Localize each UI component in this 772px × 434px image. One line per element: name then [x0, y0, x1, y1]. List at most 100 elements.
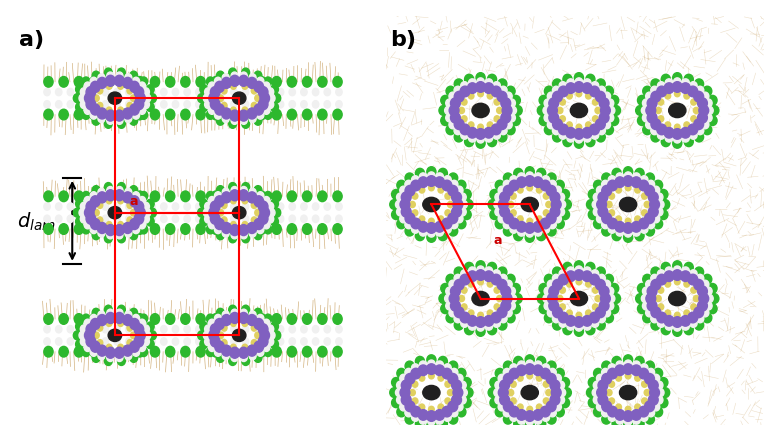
Circle shape: [643, 87, 652, 97]
Circle shape: [642, 295, 649, 303]
Circle shape: [215, 192, 222, 201]
Circle shape: [555, 407, 564, 417]
Circle shape: [608, 413, 616, 421]
Circle shape: [97, 315, 107, 326]
Circle shape: [553, 275, 560, 283]
Ellipse shape: [619, 385, 637, 400]
Circle shape: [84, 83, 91, 91]
Circle shape: [647, 113, 657, 124]
Circle shape: [79, 338, 85, 345]
Circle shape: [106, 225, 115, 236]
Circle shape: [216, 231, 224, 240]
Circle shape: [412, 194, 418, 200]
Circle shape: [86, 99, 96, 111]
Circle shape: [419, 416, 427, 424]
Circle shape: [547, 214, 556, 224]
Circle shape: [106, 348, 115, 358]
Circle shape: [547, 401, 556, 412]
Circle shape: [222, 217, 227, 224]
Circle shape: [498, 133, 507, 143]
Circle shape: [195, 338, 202, 345]
Circle shape: [123, 223, 133, 234]
Circle shape: [493, 82, 500, 91]
Circle shape: [165, 347, 174, 357]
Text: $\mathit{d}_{lam}$: $\mathit{d}_{lam}$: [17, 210, 56, 233]
Circle shape: [518, 361, 525, 369]
Circle shape: [210, 87, 220, 99]
Circle shape: [517, 187, 523, 194]
Circle shape: [268, 332, 275, 340]
Circle shape: [638, 219, 648, 229]
Circle shape: [599, 286, 609, 297]
Circle shape: [134, 214, 144, 225]
Circle shape: [509, 295, 516, 303]
Circle shape: [333, 110, 342, 121]
Circle shape: [230, 225, 239, 236]
Ellipse shape: [571, 104, 587, 118]
Circle shape: [205, 338, 212, 346]
Circle shape: [444, 413, 452, 421]
Circle shape: [576, 279, 582, 285]
Circle shape: [210, 99, 220, 111]
Circle shape: [249, 75, 256, 83]
Circle shape: [673, 266, 681, 274]
Circle shape: [208, 93, 218, 105]
Circle shape: [277, 338, 284, 345]
Circle shape: [495, 194, 503, 202]
Circle shape: [560, 398, 570, 408]
Circle shape: [266, 338, 274, 346]
Circle shape: [654, 220, 662, 229]
Circle shape: [658, 304, 664, 310]
Circle shape: [612, 357, 621, 366]
Circle shape: [588, 378, 598, 388]
Circle shape: [604, 125, 614, 135]
Circle shape: [510, 364, 517, 372]
Circle shape: [576, 92, 582, 98]
Circle shape: [254, 105, 263, 116]
Circle shape: [497, 280, 507, 290]
Circle shape: [659, 378, 668, 388]
Circle shape: [673, 323, 681, 332]
Circle shape: [655, 194, 663, 202]
Circle shape: [544, 302, 552, 310]
Circle shape: [229, 183, 236, 192]
Circle shape: [444, 176, 452, 184]
Circle shape: [151, 314, 160, 325]
Circle shape: [645, 227, 655, 237]
Circle shape: [264, 78, 272, 87]
Circle shape: [694, 307, 703, 318]
Circle shape: [597, 187, 604, 195]
Circle shape: [222, 352, 229, 360]
Circle shape: [149, 338, 155, 345]
Circle shape: [222, 223, 231, 234]
Circle shape: [438, 419, 448, 429]
Circle shape: [266, 89, 272, 96]
Circle shape: [642, 302, 650, 310]
Circle shape: [616, 416, 624, 424]
Circle shape: [597, 215, 604, 224]
Circle shape: [219, 338, 225, 345]
Circle shape: [254, 338, 260, 345]
Circle shape: [543, 398, 549, 404]
Circle shape: [247, 192, 257, 204]
Circle shape: [181, 191, 190, 202]
Circle shape: [596, 320, 605, 330]
Circle shape: [484, 84, 493, 94]
Circle shape: [601, 106, 611, 116]
Circle shape: [638, 406, 648, 417]
Circle shape: [318, 191, 327, 202]
Circle shape: [165, 314, 174, 325]
Circle shape: [609, 381, 615, 388]
Circle shape: [559, 82, 567, 91]
Circle shape: [218, 332, 224, 339]
Circle shape: [553, 320, 562, 330]
Circle shape: [181, 314, 190, 325]
Circle shape: [498, 215, 506, 224]
Circle shape: [664, 316, 674, 326]
Circle shape: [219, 204, 225, 211]
Circle shape: [593, 194, 601, 202]
Circle shape: [151, 347, 160, 357]
Circle shape: [647, 301, 657, 311]
Circle shape: [216, 309, 224, 318]
Circle shape: [239, 348, 249, 358]
